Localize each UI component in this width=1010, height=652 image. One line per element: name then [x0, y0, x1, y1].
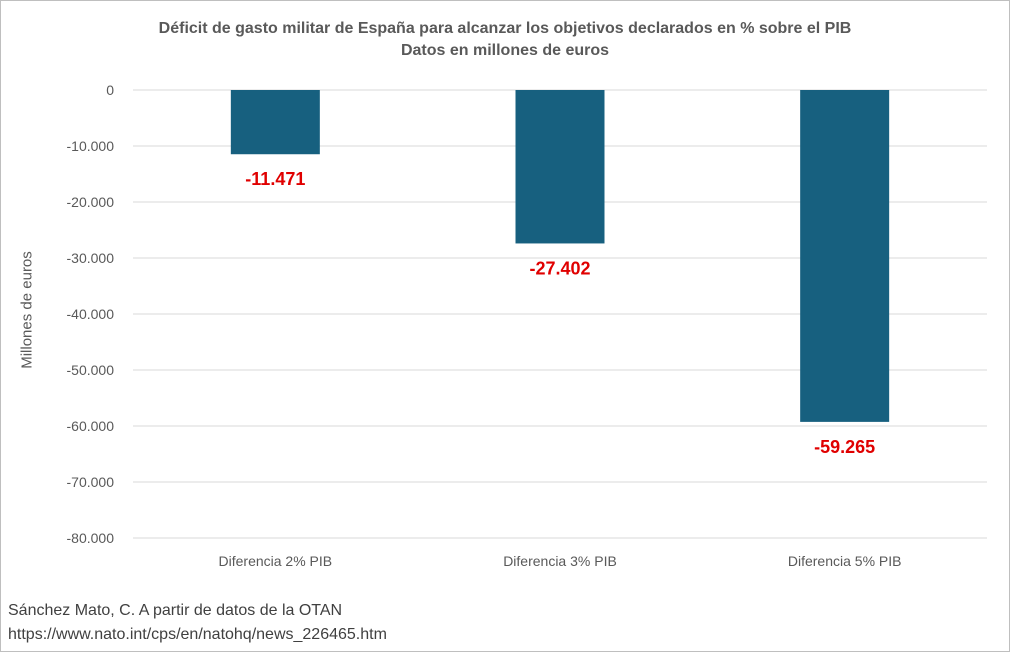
bar: [230, 90, 320, 155]
data-label: -27.402: [529, 258, 590, 278]
y-tick-label: -30.000: [67, 250, 115, 266]
y-tick-label: 0: [106, 82, 114, 98]
bar: [800, 90, 890, 422]
x-tick-label: Diferencia 3% PIB: [503, 553, 617, 569]
bars: [230, 90, 890, 422]
data-labels: -11.471 -27.402 -59.265: [245, 169, 875, 457]
y-tick-label: -40.000: [67, 306, 115, 322]
source-author: Sánchez Mato, C. A partir de datos de la…: [8, 602, 343, 619]
source-url: https://www.nato.int/cps/en/natohq/news_…: [8, 626, 387, 643]
source-note: Sánchez Mato, C. A partir de datos de la…: [8, 599, 387, 647]
x-tick-labels: Diferencia 2% PIB Diferencia 3% PIB Difere…: [219, 553, 902, 569]
y-tick-label: -20.000: [67, 194, 115, 210]
y-tick-label: -80.000: [67, 530, 115, 546]
y-tick-label: -10.000: [67, 138, 115, 154]
chart-subtitle: Datos en millones de euros: [400, 42, 610, 59]
y-tick-label: -50.000: [67, 362, 115, 378]
y-axis-label: Millones de euros: [18, 251, 36, 369]
y-tick-label: -60.000: [67, 418, 115, 434]
y-tick-label: -70.000: [67, 474, 115, 490]
bar: [515, 90, 605, 244]
x-tick-label: Diferencia 2% PIB: [219, 553, 333, 569]
x-tick-label: Diferencia 5% PIB: [788, 553, 902, 569]
chart-title: Déficit de gasto militar de España para …: [158, 20, 852, 37]
data-label: -59.265: [814, 437, 875, 457]
data-label: -11.471: [245, 169, 305, 189]
chart-title-block: Déficit de gasto militar de España para …: [0, 18, 1010, 62]
y-tick-labels: 0 -10.000 -20.000 -30.000 -40.000 -50.000 -60.…: [67, 82, 115, 546]
